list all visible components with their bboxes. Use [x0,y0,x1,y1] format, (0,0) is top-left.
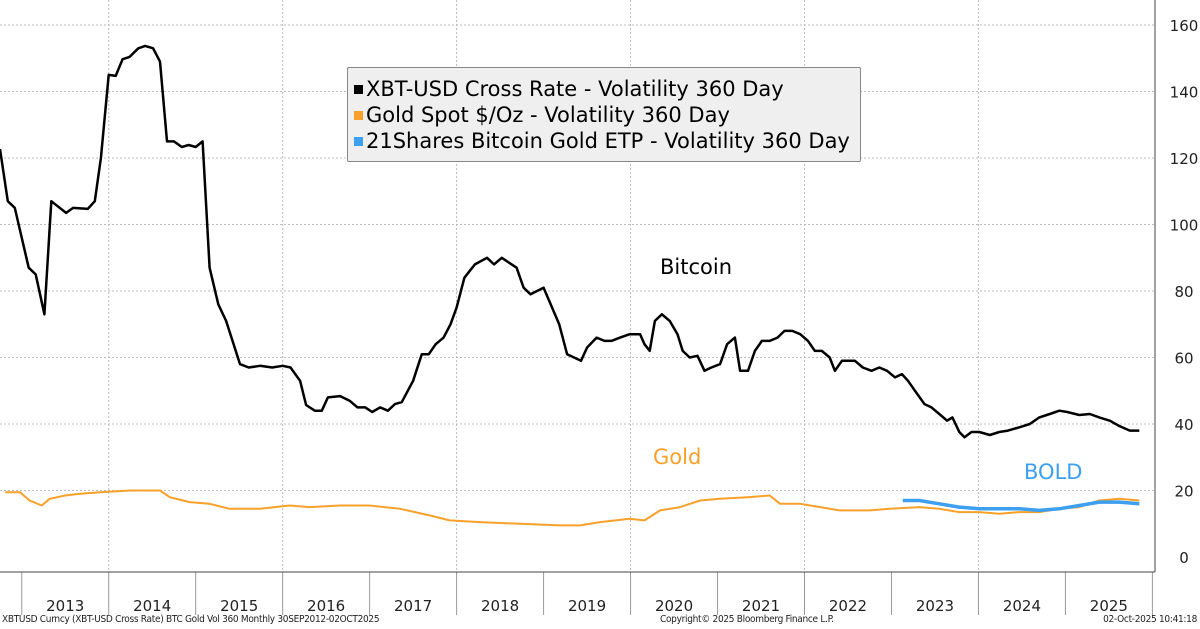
legend-swatch-bitcoin [354,84,363,94]
x-tick-label: 2021 [742,597,780,615]
y-tick-label: 160 [1170,17,1199,35]
x-tick-label: 2013 [46,597,84,615]
x-tick-label: 2016 [307,597,345,615]
y-tick-label: 80 [1174,283,1193,301]
y-tick-label: 40 [1174,416,1193,434]
legend-label: 21Shares Bitcoin Gold ETP - Volatility 3… [366,129,850,153]
x-tick-label: 2014 [133,597,171,615]
x-tick-label: 2019 [568,597,606,615]
legend-item-gold: Gold Spot $/Oz - Volatility 360 Day [354,102,860,128]
x-tick-label: 2020 [655,597,693,615]
footer-timestamp: 02-Oct-2025 10:41:18 [1103,614,1197,625]
x-tick-label: 2017 [394,597,432,615]
annotation-bold: BOLD [1024,460,1083,484]
y-tick-label: 0 [1179,549,1189,567]
x-tick-label: 2018 [481,597,519,615]
x-tick-label: 2025 [1090,597,1128,615]
series-line-bold [902,498,1140,513]
x-tick-label: 2015 [220,597,258,615]
footer-copyright: Copyright© 2025 Bloomberg Finance L.P. [660,614,834,625]
legend-item-bitcoin: XBT-USD Cross Rate - Volatility 360 Day [354,76,860,102]
legend-swatch-bold [354,136,363,146]
annotation-bitcoin: Bitcoin [660,255,733,279]
y-tick-label: 140 [1170,84,1199,102]
legend-swatch-gold [354,110,363,120]
legend-label: XBT-USD Cross Rate - Volatility 360 Day [366,77,784,101]
chart-legend: XBT-USD Cross Rate - Volatility 360 Day … [347,67,861,162]
y-tick-label: 60 [1174,350,1193,368]
y-tick-label: 120 [1170,150,1199,168]
x-tick-label: 2022 [829,597,867,615]
x-tick-label: 2024 [1003,597,1041,615]
series-line-gold [5,489,1140,527]
y-tick-label: 20 [1174,483,1193,501]
footer-source: XBTUSD Curncy (XBT-USD Cross Rate) BTC G… [2,614,380,625]
legend-label: Gold Spot $/Oz - Volatility 360 Day [366,103,730,127]
y-tick-label: 100 [1170,217,1199,235]
x-tick-label: 2023 [916,597,954,615]
series-line-bitcoin [0,44,1140,439]
annotation-gold: Gold [653,445,702,469]
legend-item-bold: 21Shares Bitcoin Gold ETP - Volatility 3… [354,128,860,154]
